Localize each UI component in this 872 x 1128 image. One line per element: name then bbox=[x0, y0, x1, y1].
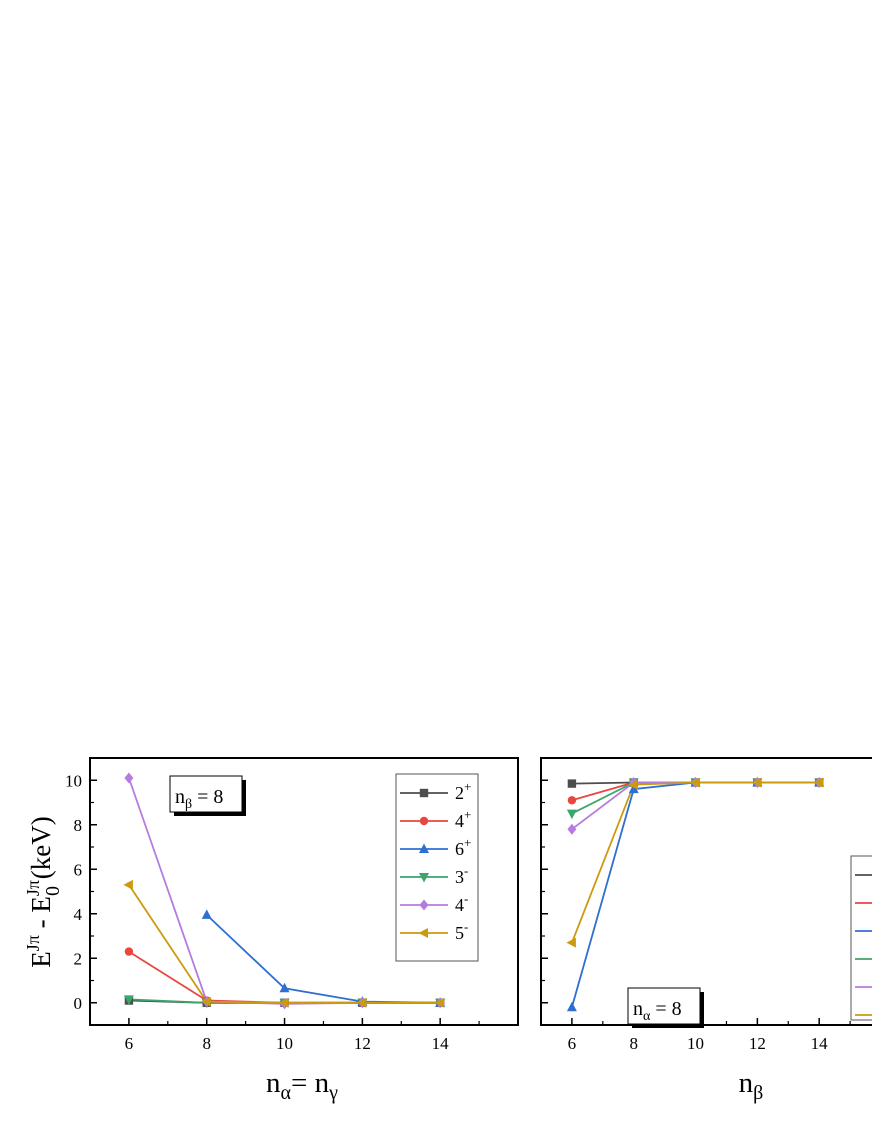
data-point-right-5 bbox=[566, 937, 576, 948]
data-point-left-1 bbox=[124, 947, 134, 956]
legend-marker-left bbox=[419, 843, 429, 853]
legend-marker-left bbox=[419, 788, 429, 798]
y-tick-label-left: 10 bbox=[65, 771, 82, 790]
data-point-right-5 bbox=[813, 777, 824, 788]
data-point-right-5 bbox=[690, 777, 700, 788]
annotation-left-text: nβ = 8 bbox=[175, 786, 223, 812]
legend-label-left: 3- bbox=[455, 863, 468, 887]
data-point-left-5 bbox=[279, 997, 289, 1008]
data-point-right-1 bbox=[567, 796, 577, 805]
legend-marker-left bbox=[418, 928, 428, 938]
legend-label-left: 4- bbox=[455, 891, 468, 915]
annotation-left-box bbox=[169, 775, 243, 813]
legend-left-box bbox=[395, 773, 479, 962]
series-markers-right bbox=[566, 776, 825, 1012]
panel-right: 6 8 10 12 14 nβ nα = 8 bbox=[540, 757, 872, 1104]
x-tick-label-left: 10 bbox=[276, 1034, 293, 1053]
data-point-left-5 bbox=[201, 996, 211, 1007]
data-point-right-5 bbox=[628, 779, 638, 790]
data-point-left-4 bbox=[124, 772, 134, 784]
axes-ticks-left: 6 8 10 12 14 0 2 4 6 8 10 bbox=[65, 757, 519, 1053]
data-point-left-5 bbox=[123, 879, 133, 890]
data-point-right-4 bbox=[567, 823, 577, 835]
x-tick-label-left: 6 bbox=[125, 1034, 134, 1053]
y-tick-label-left: 2 bbox=[74, 949, 83, 968]
data-point-right-0 bbox=[567, 779, 577, 788]
legend-label-left: 5- bbox=[455, 919, 468, 943]
legend-marker-left bbox=[419, 873, 429, 883]
legend-left: 2+ 4+ 6+ 3- 4- 5- bbox=[395, 773, 479, 962]
annotation-left: nβ = 8 bbox=[169, 775, 246, 816]
legend-label-left: 6+ bbox=[455, 835, 471, 859]
legend-right bbox=[850, 855, 872, 1021]
series-markers-left bbox=[123, 772, 446, 1010]
data-point-left-2 bbox=[201, 909, 212, 919]
y-tick-label-left: 0 bbox=[74, 994, 83, 1013]
data-point-left-5 bbox=[434, 997, 445, 1008]
annotation-right-box bbox=[627, 987, 701, 1025]
legend-marker-left bbox=[419, 899, 429, 911]
x-tick-label-left: 12 bbox=[354, 1034, 371, 1053]
data-point-left-2 bbox=[279, 982, 290, 993]
x-tick-label-right: 6 bbox=[568, 1034, 577, 1053]
data-point-right-3 bbox=[566, 809, 577, 820]
y-tick-label-left: 8 bbox=[74, 816, 83, 835]
x-tick-label-right: 10 bbox=[687, 1034, 704, 1053]
axes-ticks-right: 6 8 10 12 14 bbox=[540, 757, 851, 1053]
y-axis-label: EJπ - EJπ0 (keV) bbox=[23, 816, 64, 967]
plot-frame-right bbox=[540, 757, 872, 1026]
legend-label-left: 4+ bbox=[455, 807, 471, 831]
data-point-right-2 bbox=[566, 1001, 577, 1012]
data-point-right-2 bbox=[628, 783, 639, 794]
legend-marker-left bbox=[419, 816, 429, 826]
series-line-right-5 bbox=[571, 781, 820, 944]
data-point-right-5 bbox=[751, 777, 762, 788]
series-line-left-1 bbox=[128, 950, 441, 1004]
data-point-left-5 bbox=[356, 997, 367, 1008]
x-tick-label-left: 14 bbox=[432, 1034, 450, 1053]
data-point-left-3 bbox=[123, 995, 134, 1005]
annotation-right-text: nα = 8 bbox=[633, 998, 682, 1024]
x-axis-label-right: nβ bbox=[739, 1067, 764, 1104]
x-tick-label-left: 8 bbox=[202, 1034, 211, 1053]
series-lines-right bbox=[571, 781, 820, 1008]
x-axis-label-left: nα= nγ bbox=[266, 1067, 338, 1104]
series-line-right-2 bbox=[571, 781, 820, 1008]
x-tick-label-right: 14 bbox=[811, 1034, 829, 1053]
y-tick-label-left: 6 bbox=[74, 860, 83, 879]
legend-label-left: 2+ bbox=[455, 779, 471, 803]
x-tick-label-right: 8 bbox=[629, 1034, 638, 1053]
x-tick-label-right: 12 bbox=[749, 1034, 766, 1053]
legend-right-box bbox=[850, 855, 872, 1021]
annotation-right: nα = 8 bbox=[627, 987, 704, 1028]
y-tick-label-left: 4 bbox=[74, 905, 83, 924]
